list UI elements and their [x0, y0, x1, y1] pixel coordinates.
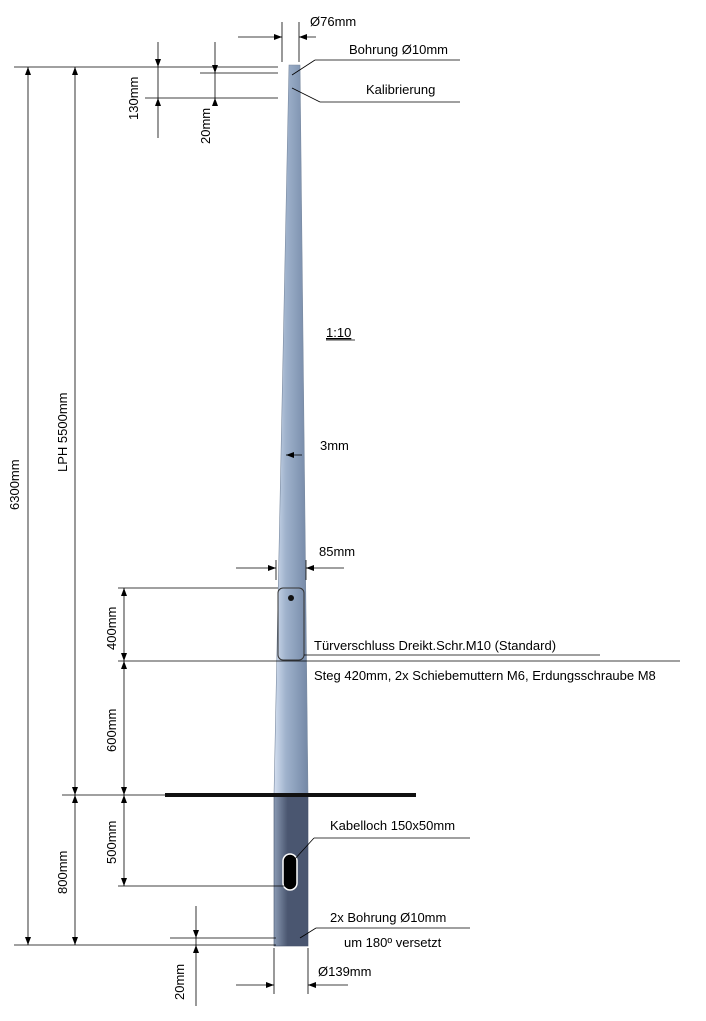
- door-lock-hole: [288, 595, 294, 601]
- pole-shaft: [273, 64, 309, 796]
- dim-600-label: 600mm: [104, 709, 119, 752]
- bottom-bores-label: 2x Bohrung Ø10mm: [330, 910, 446, 925]
- dim-130-label: 130mm: [126, 77, 141, 120]
- width-85-label: 85mm: [319, 544, 355, 559]
- scale-label: 1:10: [326, 325, 351, 340]
- rail-label: Steg 420mm, 2x Schiebemuttern M6, Erdung…: [314, 668, 656, 683]
- dim-500-label: 500mm: [104, 821, 119, 864]
- lph-label: LPH 5500mm: [55, 393, 70, 472]
- wall-thickness-label: 3mm: [320, 438, 349, 453]
- cable-hole: [282, 853, 298, 891]
- dimension-arrows: [25, 34, 316, 988]
- top-diameter-label: Ø76mm: [310, 14, 356, 29]
- dim-20-bottom-label: 20mm: [172, 964, 187, 1000]
- dim-20-top-label: 20mm: [198, 108, 213, 144]
- dim-800-label: 800mm: [55, 851, 70, 894]
- offset-label: um 180º versetzt: [344, 935, 442, 950]
- cable-hole-label: Kabelloch 150x50mm: [330, 818, 455, 833]
- top-bore-label: Bohrung Ø10mm: [349, 42, 448, 57]
- base-diameter-label: Ø139mm: [318, 964, 371, 979]
- total-height-label: 6300mm: [7, 459, 22, 510]
- door-height-label: 400mm: [104, 607, 119, 650]
- door-lock-label: Türverschluss Dreikt.Schr.M10 (Standard): [314, 638, 556, 653]
- door-opening: [277, 587, 305, 661]
- calibration-label: Kalibrierung: [366, 82, 435, 97]
